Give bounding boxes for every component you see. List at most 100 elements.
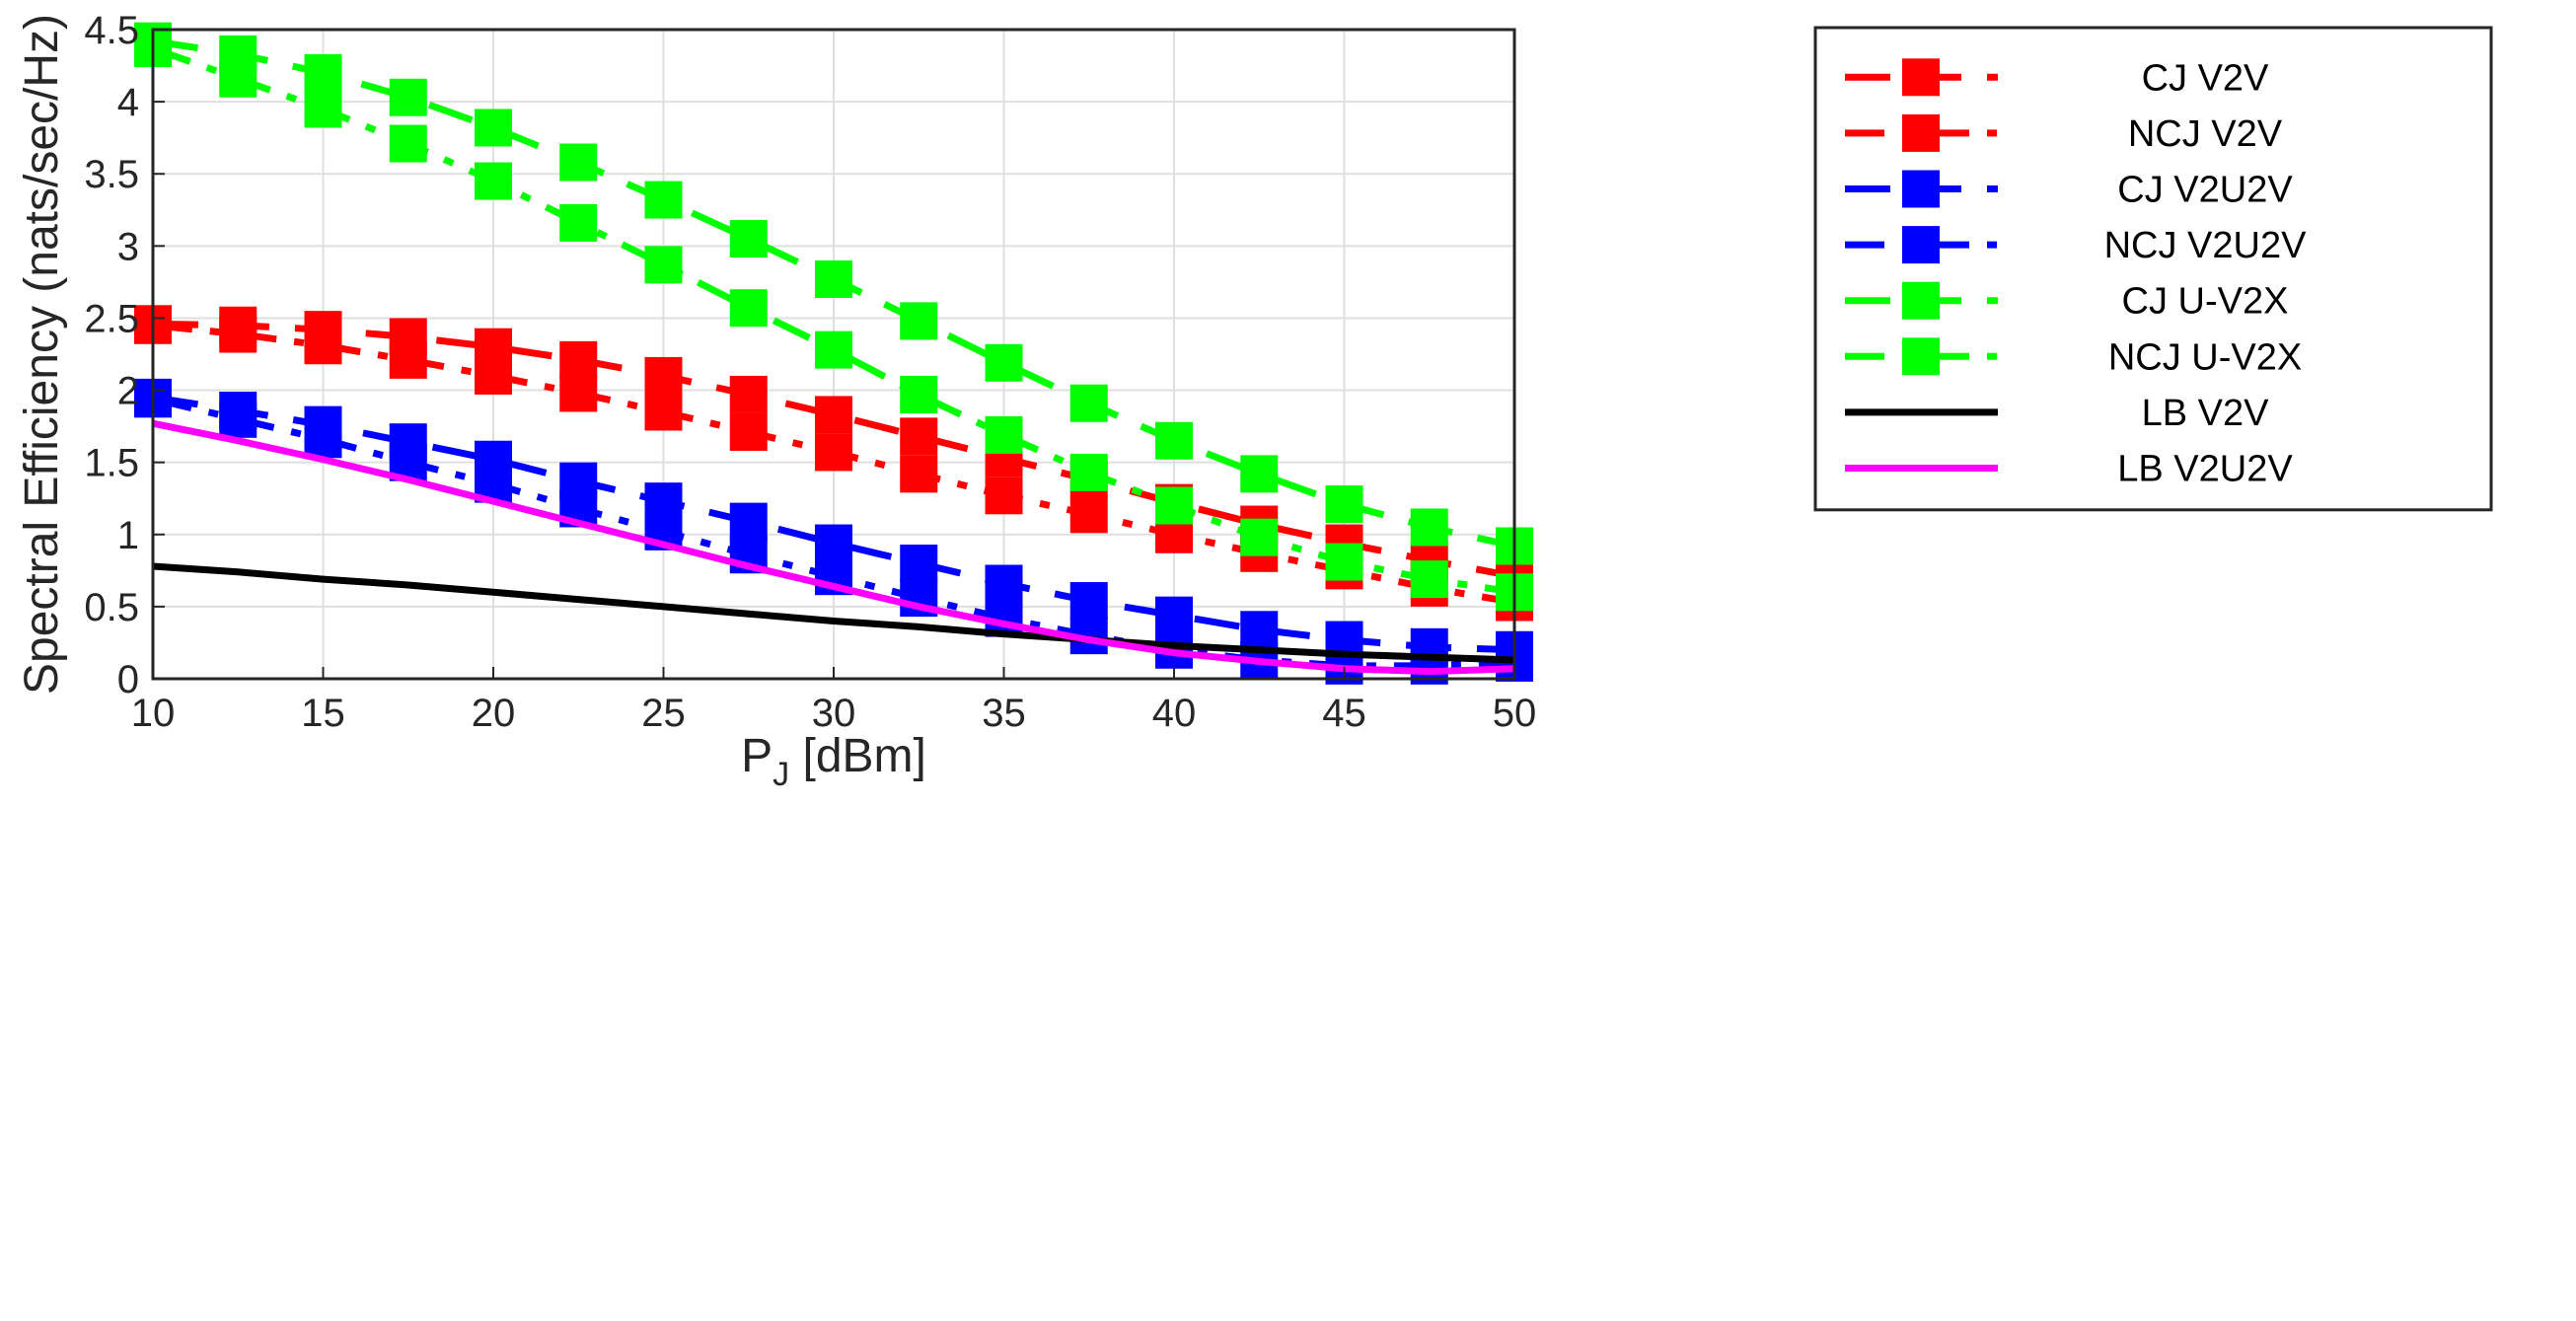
legend-swatch-marker [1902,337,1940,376]
data-point [559,203,598,242]
series-line [152,419,1515,676]
series-line [152,562,1515,664]
data-point [1240,455,1279,493]
series-lb-v2v [152,562,1515,664]
data-point [900,545,938,583]
data-point [644,393,683,431]
data-point [475,356,512,395]
data-point [644,181,683,219]
legend: CJ V2V NCJ V2V CJ V2U2V NCJ V2U2V CJ U-V2X NC… [1813,26,2493,512]
data-point [815,433,852,472]
data-point [304,90,342,128]
data-point [985,415,1023,454]
series-line [152,394,1515,654]
data-point [1069,495,1108,534]
data-point [475,162,512,200]
legend-label: NCJ V2V [2128,113,2283,155]
y-tick-label: 1.5 [84,442,139,485]
legend-label: LB V2V [2142,393,2270,434]
legend-swatch-marker [1902,58,1940,97]
data-point [729,502,768,541]
data-point [1240,518,1279,556]
y-tick-label: 2 [117,370,139,413]
x-tick-label: 50 [1493,692,1537,735]
data-point [1069,453,1108,491]
y-tick-label: 4 [117,81,139,124]
data-point [1325,543,1363,581]
data-point [304,420,342,459]
data-point [729,375,768,413]
data-point [900,375,938,413]
data-point [1155,486,1193,525]
data-point [1155,421,1193,460]
data-point [304,327,342,365]
data-point [389,78,427,116]
data-point [985,564,1023,603]
data-point [559,340,598,379]
y-tick-label: 3.5 [84,153,139,196]
data-point [1410,560,1448,599]
data-point [729,412,768,451]
y-axis-label: Spectral Efficiency (nats/sec/Hz) [16,14,68,695]
y-tick-label: 2.5 [84,297,139,340]
legend-item: LB V2V [1845,393,2269,434]
data-point [1325,485,1363,524]
y-tick-label: 1 [117,514,139,557]
data-point [559,143,598,182]
y-tick-label: 0 [117,658,139,701]
data-point [815,259,852,298]
legend-item: LB V2U2V [1845,449,2293,490]
data-point [985,343,1023,382]
data-point [985,477,1023,515]
data-point [1155,596,1193,634]
legend-item: NCJ V2U2V [1845,225,2307,266]
legend-swatch-marker [1902,226,1940,264]
data-point [644,246,683,284]
data-point [304,53,342,92]
series-lb-v2u2v [152,419,1515,676]
legend-label: CJ U-V2X [2122,281,2289,323]
data-point [389,124,427,163]
legend-swatch-marker [1902,170,1940,208]
legend-label: CJ V2U2V [2117,170,2293,211]
legend-swatch-marker [1902,113,1940,152]
data-point [815,396,852,434]
x-tick-label: 15 [301,692,345,735]
x-tick-label: 30 [812,692,856,735]
x-tick-label: 20 [472,692,516,735]
legend-box [1813,26,2493,512]
x-axis-label-main: P [741,730,773,782]
x-axis-label-unit: [dBm] [789,730,926,782]
axis-ticks: 10 15 20 25 30 35 40 45 50 0 0.5 1 1.5 2 2.5 3 3.5 4 4.5 [84,9,1536,735]
legend-item: CJ V2U2V [1845,170,2293,211]
data-point [729,289,768,328]
data-point [900,417,938,456]
data-point [1069,384,1108,422]
data-point [729,220,768,258]
data-point [1069,582,1108,621]
legend-label: LB V2U2V [2117,449,2293,490]
x-tick-label: 35 [982,692,1026,735]
legend-item: CJ V2V [1845,57,2269,99]
x-tick-label: 40 [1152,692,1197,735]
data-point [389,340,427,379]
x-tick-label: 25 [641,692,686,735]
y-tick-label: 0.5 [84,586,139,629]
data-point [815,524,852,562]
legend-item: CJ U-V2X [1845,281,2288,323]
y-tick-label: 4.5 [84,9,139,52]
data-point [815,330,852,369]
data-point [559,374,598,412]
legend-item: NCJ V2V [1845,113,2283,155]
data-point [644,356,683,395]
legend-item: NCJ U-V2X [1845,336,2302,378]
data-point [219,400,258,438]
y-tick-label: 3 [117,225,139,268]
series-line [152,320,1515,580]
legend-label: NCJ U-V2X [2108,336,2302,378]
legend-label: NCJ V2U2V [2104,225,2307,266]
x-tick-label: 45 [1322,692,1366,735]
legend-swatch-marker [1902,281,1940,320]
x-axis-label: PJ [dBm] [741,730,926,793]
